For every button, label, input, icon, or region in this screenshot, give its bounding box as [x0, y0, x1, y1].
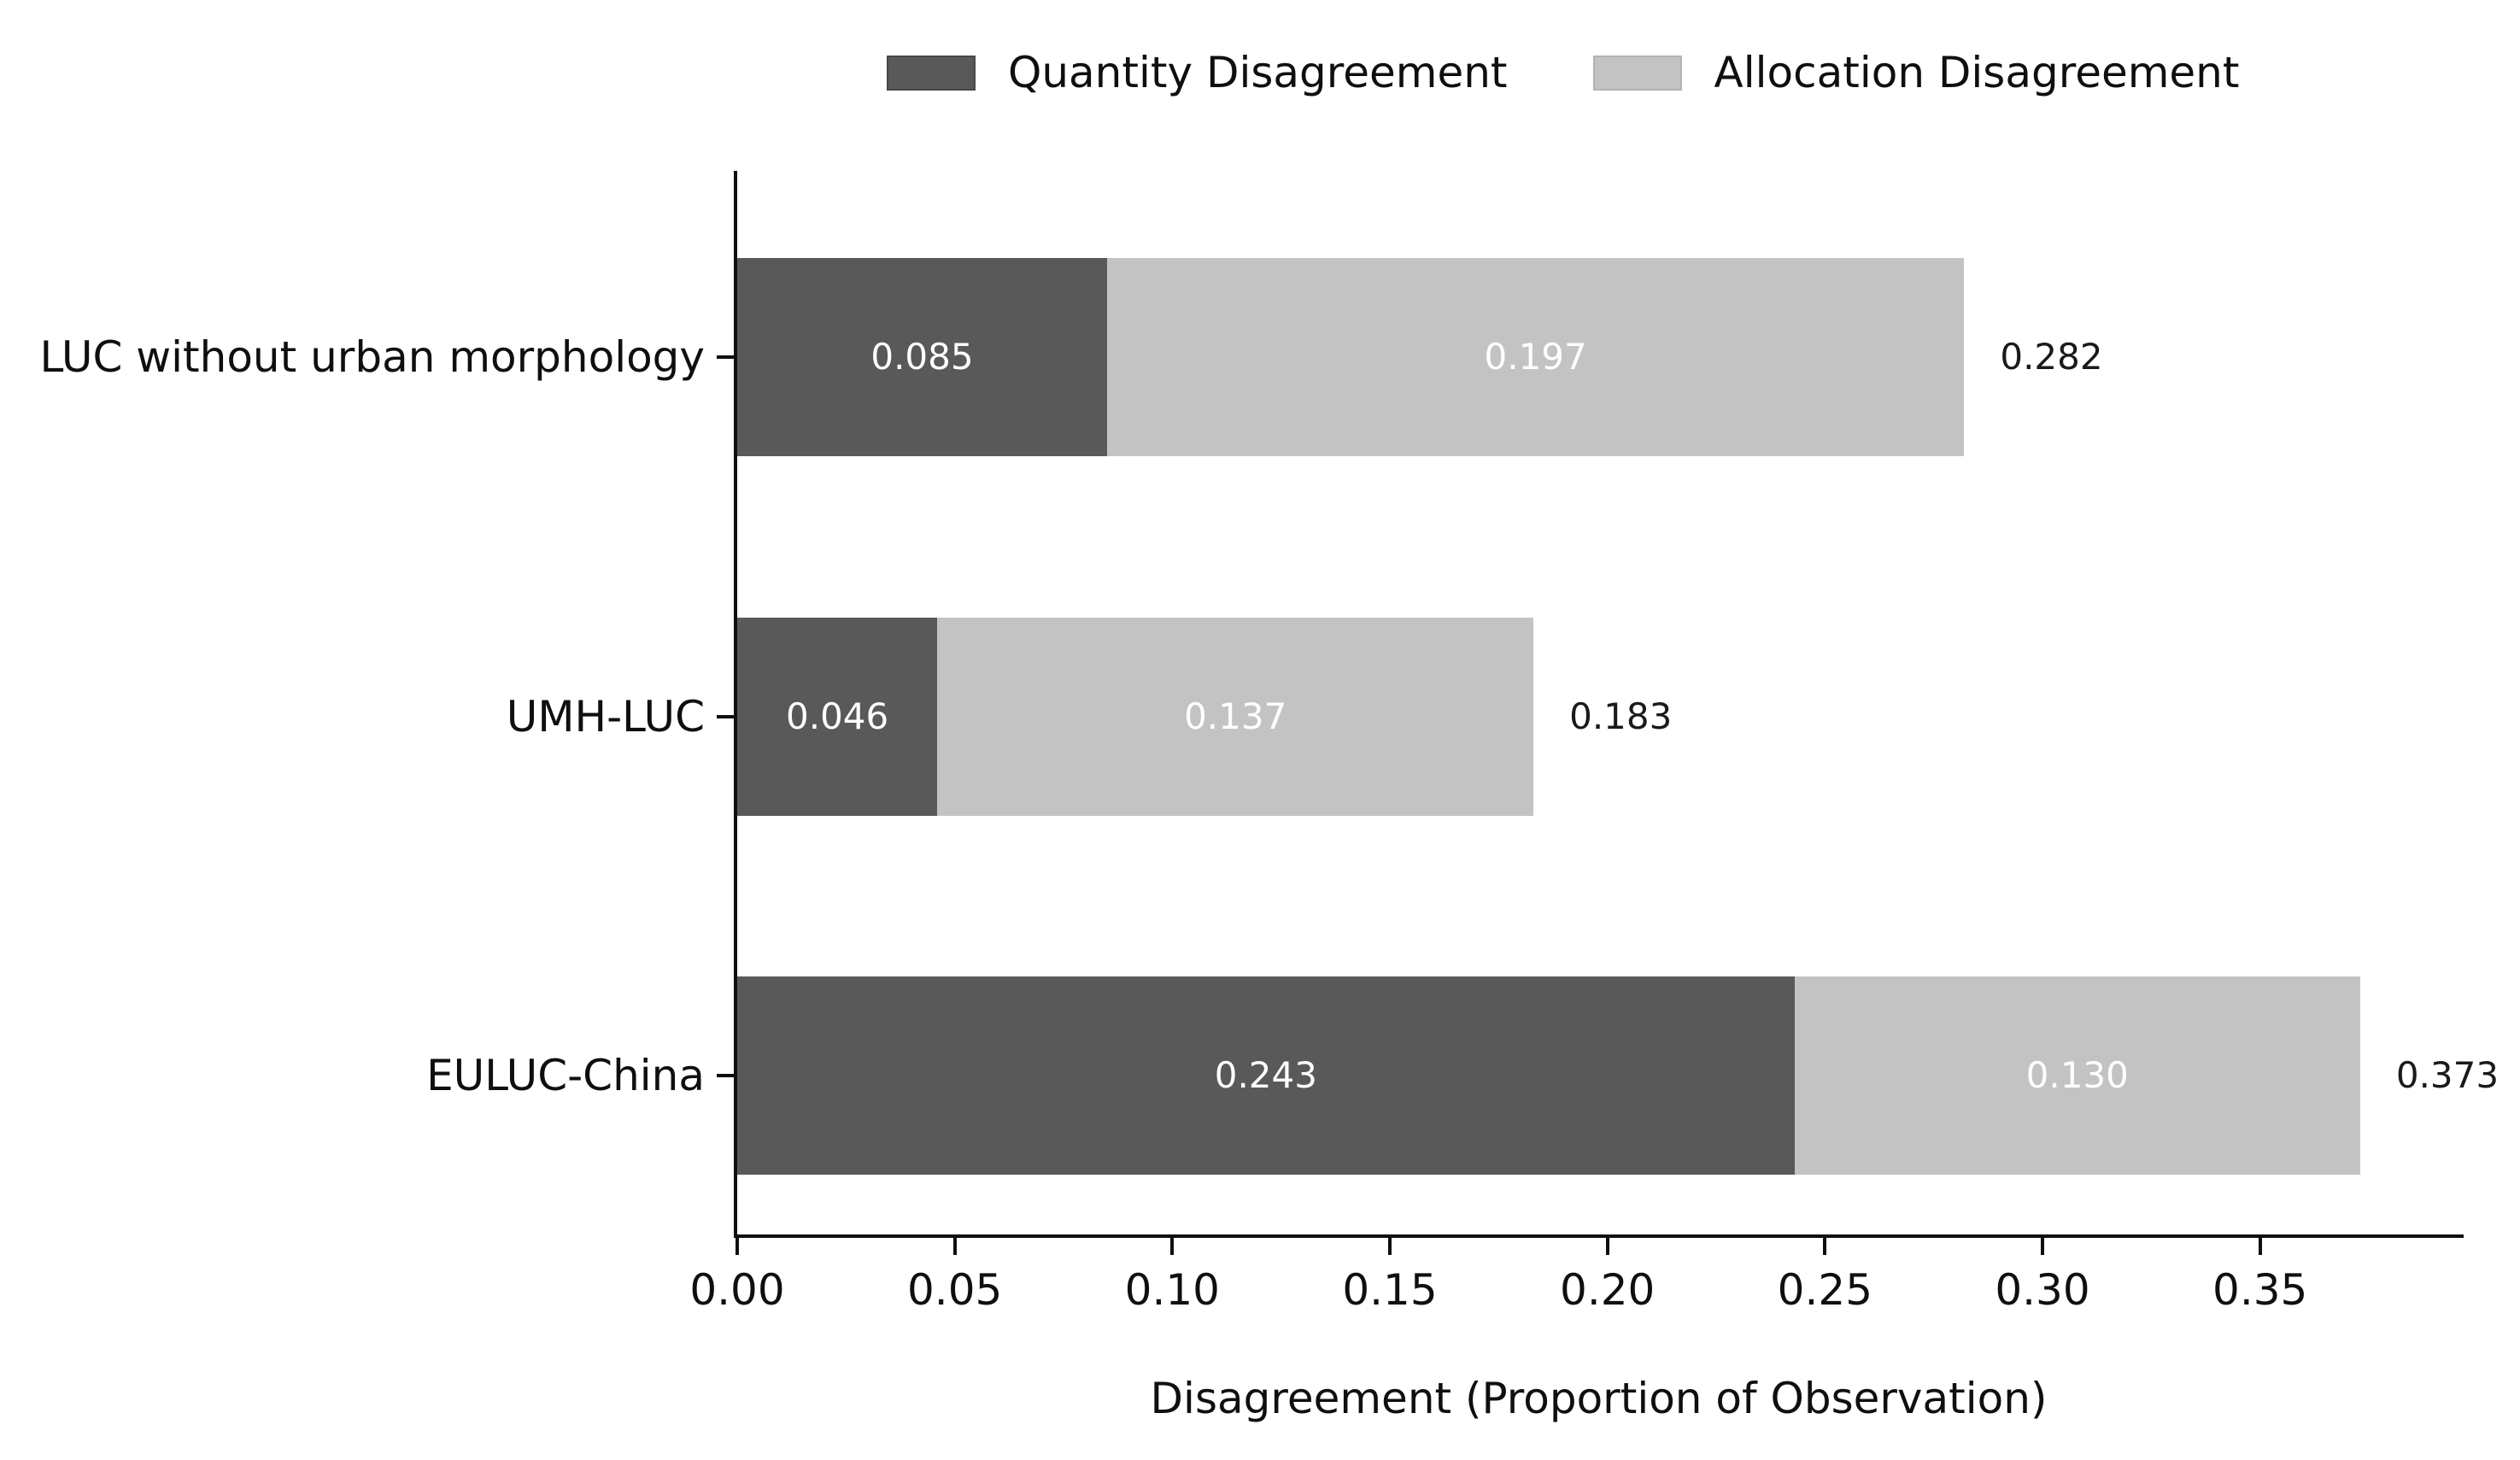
legend: Quantity Disagreement Allocation Disagree… — [887, 51, 2239, 94]
x-axis-title: Disagreement (Proportion of Observation) — [1150, 1374, 2048, 1423]
x-tick-label: 0.35 — [2212, 1265, 2308, 1315]
bar-segment-allocation: 0.137 — [937, 617, 1534, 816]
bar-total-label: 0.282 — [2000, 336, 2103, 378]
legend-label: Allocation Disagreement — [1714, 48, 2240, 97]
plot-area: LUC without urban morphology 0.085 0.197 0.… — [39, 171, 2499, 1311]
bar-segment-quantity: 0.085 — [737, 258, 1107, 456]
category-label: LUC without urban morphology — [39, 332, 705, 382]
x-tick — [1605, 1238, 1609, 1255]
bar-total-label: 0.183 — [1569, 695, 1673, 737]
bar-segment-allocation: 0.130 — [1794, 976, 2360, 1175]
x-tick-label: 0.10 — [1124, 1265, 1220, 1315]
x-tick — [2041, 1238, 2045, 1255]
y-tick — [717, 1074, 734, 1077]
bar-value-label: 0.243 — [1214, 1054, 1317, 1096]
legend-item: Quantity Disagreement — [887, 51, 1508, 94]
x-tick-label: 0.30 — [1995, 1265, 2090, 1315]
bar: 0.085 0.197 0.282 — [737, 258, 2460, 456]
x-tick — [1170, 1238, 1175, 1255]
legend-item: Allocation Disagreement — [1592, 48, 2240, 97]
x-tick — [2258, 1238, 2262, 1255]
legend-swatch-allocation — [1592, 55, 1682, 91]
x-axis-line — [734, 1234, 2464, 1238]
bar-value-label: 0.137 — [1184, 695, 1287, 737]
y-tick — [717, 355, 734, 359]
bar-segment-quantity: 0.243 — [737, 976, 1795, 1175]
legend-swatch-quantity — [887, 55, 976, 91]
category-label: EULUC-China — [426, 1051, 705, 1100]
x-tick — [1388, 1238, 1392, 1255]
y-axis-line — [734, 171, 737, 1238]
x-tick-label: 0.25 — [1777, 1265, 1873, 1315]
bar-value-label: 0.130 — [2025, 1054, 2129, 1096]
bar-segment-quantity: 0.046 — [737, 617, 938, 816]
legend-label: Quantity Disagreement — [1008, 48, 1508, 97]
bar-value-label: 0.046 — [786, 695, 889, 737]
bar-value-label: 0.197 — [1484, 336, 1587, 378]
y-tick — [717, 714, 734, 718]
x-tick-label: 0.00 — [689, 1265, 785, 1315]
x-tick-label: 0.15 — [1342, 1265, 1438, 1315]
bar-segment-allocation: 0.197 — [1106, 258, 1965, 456]
bar-total-label: 0.373 — [2395, 1054, 2499, 1096]
x-tick-label: 0.05 — [906, 1265, 1003, 1315]
x-tick-label: 0.20 — [1560, 1265, 1656, 1315]
x-tick — [735, 1238, 739, 1255]
bar: 0.243 0.130 0.373 — [737, 976, 2499, 1175]
x-tick — [952, 1238, 957, 1255]
bar-value-label: 0.085 — [870, 336, 974, 378]
bar: 0.046 0.137 0.183 — [737, 617, 2460, 816]
category-label: UMH-LUC — [506, 691, 705, 742]
x-tick — [1823, 1238, 1827, 1255]
